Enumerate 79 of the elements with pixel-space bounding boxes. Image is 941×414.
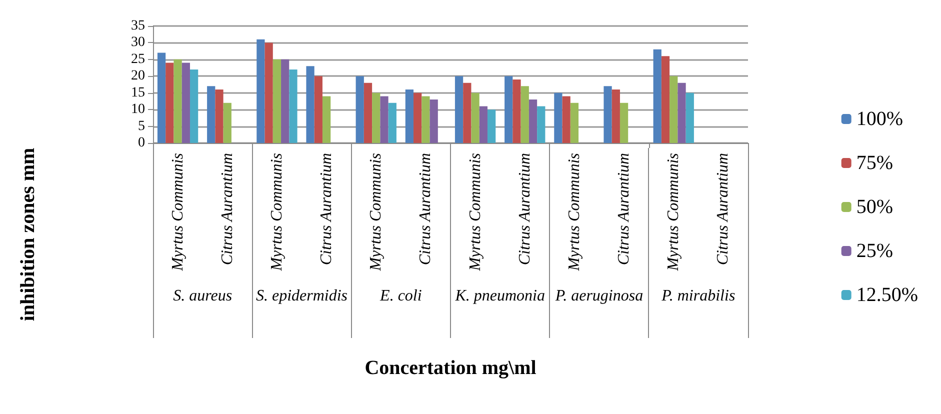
text: E. coli — [379, 288, 422, 304]
bar — [322, 96, 331, 143]
x-tick-label: Myrtus Communis — [466, 153, 484, 272]
bar — [487, 110, 496, 143]
y-tick-label: 20 — [131, 68, 145, 84]
y-tick-label: 15 — [131, 85, 145, 100]
bar — [314, 76, 322, 143]
bar — [512, 79, 521, 143]
bar — [537, 106, 546, 143]
bar — [223, 102, 232, 143]
x-tick-label: Citrus Aurantium — [318, 153, 336, 266]
y-tick-label: 10 — [131, 102, 145, 118]
bar — [256, 39, 265, 143]
bar — [422, 96, 430, 143]
bar — [620, 102, 628, 143]
bar — [471, 92, 480, 143]
legend-label: 12.50% — [856, 284, 918, 306]
bar — [380, 96, 388, 143]
bar — [554, 92, 562, 143]
bar — [670, 76, 678, 143]
bar — [207, 86, 216, 143]
text: K. pneumonia — [454, 288, 545, 304]
bar — [678, 82, 686, 143]
bar — [388, 102, 396, 143]
bar — [612, 90, 620, 143]
bar — [264, 42, 273, 143]
legend-label: 50% — [856, 196, 894, 218]
legend-label: 25% — [856, 240, 894, 262]
bar — [405, 90, 414, 143]
bar — [281, 59, 290, 143]
bar — [190, 69, 198, 143]
x-tick-label: Myrtus Communis — [665, 153, 682, 272]
bar — [166, 62, 174, 143]
text: S. aureus — [173, 288, 232, 304]
legend-label: 100% — [856, 108, 904, 130]
bar — [528, 100, 538, 143]
text: S. epidermidis — [256, 288, 348, 304]
bar — [570, 102, 579, 143]
bar — [306, 66, 314, 143]
bar — [504, 76, 513, 143]
bar — [604, 86, 612, 143]
bar — [157, 52, 166, 143]
x-tick-label: Citrus Aurantium — [616, 153, 633, 266]
x-tick-label: Citrus Aurantium — [516, 153, 534, 266]
y-tick-label: 30 — [131, 35, 145, 50]
bar — [272, 59, 282, 143]
y-axis-title: inhibition zones mm — [17, 147, 39, 322]
bar — [215, 90, 224, 143]
bar — [463, 82, 472, 143]
bar — [289, 69, 298, 143]
text: P. mirabilis — [660, 288, 736, 304]
text: P. aeruginosa — [554, 288, 644, 304]
bar — [653, 49, 662, 143]
x-tick-label: Myrtus Communis — [268, 153, 286, 272]
x-tick-label: Myrtus Communis — [368, 153, 385, 272]
bar — [661, 56, 670, 143]
bar — [182, 62, 190, 143]
y-tick-label: 5 — [138, 118, 145, 134]
bar — [479, 106, 488, 143]
bar — [430, 100, 438, 143]
bar — [414, 92, 422, 143]
x-axis-title: Concertation mg\ml — [364, 357, 537, 379]
x-tick-label: Myrtus Communis — [566, 153, 583, 272]
x-tick-label: Citrus Aurantium — [714, 153, 732, 266]
y-tick-label: 25 — [131, 52, 145, 67]
legend-label: 75% — [856, 152, 894, 174]
bar — [520, 86, 529, 143]
bar — [454, 76, 464, 143]
x-tick-label: Citrus Aurantium — [218, 153, 236, 266]
y-tick-label: 35 — [131, 18, 145, 34]
x-tick-label: Citrus Aurantium — [417, 153, 434, 266]
y-tick-label: 0 — [138, 136, 145, 150]
bar — [686, 92, 694, 143]
bar — [174, 59, 182, 143]
bar — [372, 92, 380, 143]
bar — [356, 76, 364, 143]
bar — [364, 82, 372, 143]
bar — [562, 96, 570, 143]
x-tick-label: Myrtus Communis — [169, 153, 186, 272]
